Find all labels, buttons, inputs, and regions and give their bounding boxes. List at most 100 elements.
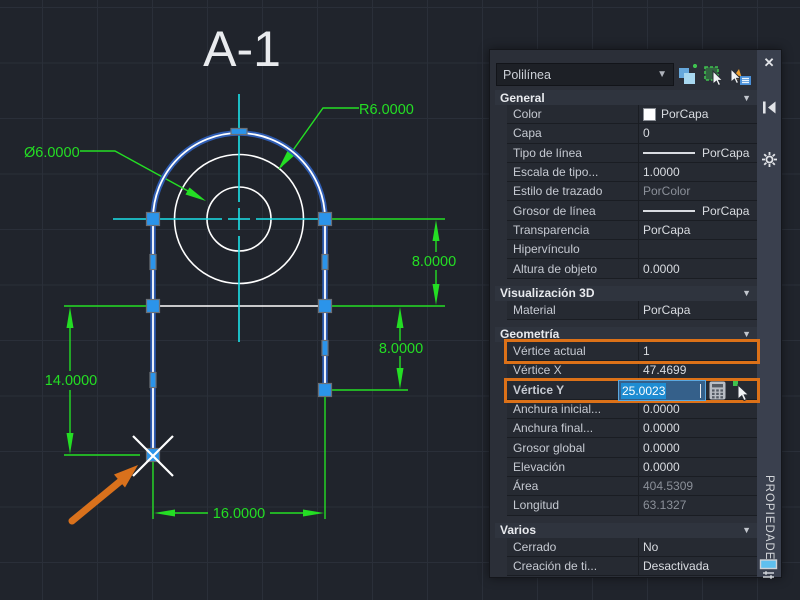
properties-palette-icon [759,559,779,586]
property-value[interactable]: 0.0000 [638,259,757,278]
pickadd-toggle-button[interactable] [675,62,700,87]
property-label: Elevación [513,459,566,474]
property-value-text: 0.0000 [643,440,680,455]
midpoint-grip[interactable] [149,371,157,389]
section-header-varios[interactable]: Varios ▼ [495,522,757,538]
vertex-x-marker [132,435,174,477]
property-value[interactable]: 0.0000 [638,438,757,457]
chevron-down-icon: ▼ [657,69,667,80]
vertex-grip[interactable] [317,298,333,314]
dim-text-left: 14.0000 [45,373,97,389]
property-value[interactable]: PorCapa [638,105,757,124]
vertex-grip[interactable] [145,211,161,227]
vertex-grip[interactable] [145,298,161,314]
dim-text-right-lower: 8.0000 [379,341,423,357]
pick-point-button[interactable] [731,379,751,404]
section-title: Varios [500,523,537,538]
property-value[interactable] [638,240,757,259]
palette-titlebar: ✕ PROPIEDADES [757,50,781,579]
property-value[interactable]: 1.0000 [638,162,757,182]
select-objects-button[interactable] [701,62,726,87]
property-value-text: PorColor [643,184,691,199]
property-value[interactable]: PorCapa [638,220,757,240]
auto-hide-icon[interactable] [762,99,777,115]
vertex-y-input[interactable]: 25.0023 [618,380,706,402]
object-type-dropdown[interactable]: Polilínea ▼ [496,63,674,86]
calculator-button[interactable] [709,381,726,403]
property-value-text: 1.0000 [643,165,680,180]
pickadd-toggle-icon [678,63,697,84]
section-header-visualizacion-3d[interactable]: Visualización 3D ▼ [495,285,757,301]
polyline-grips[interactable] [145,127,333,463]
radius-label: R6.0000 [359,102,414,118]
midpoint-grip[interactable] [321,253,329,271]
property-value-text: PorCapa [643,302,691,317]
vertex-grip[interactable] [317,382,333,398]
property-row-capa: Capa 0 [507,124,757,144]
midpoint-grip[interactable] [149,253,157,271]
midpoint-grip-arc[interactable] [230,127,248,136]
vertex-grip[interactable] [317,211,333,227]
property-value[interactable]: 0 [638,124,757,143]
quick-select-button[interactable] [727,62,752,87]
property-value-text: 0.0000 [643,402,680,416]
property-row-anchura-inicial: Anchura inicial... 0.0000 [507,399,757,420]
property-value[interactable]: 0.0000 [638,457,757,477]
property-label: Tipo de línea [513,145,582,160]
property-label: Creación de ti... [513,559,598,574]
section-collapse-icon[interactable]: ▼ [742,329,751,340]
text-cursor [700,383,701,398]
property-label: Área [513,479,539,494]
property-label: Anchura inicial... [513,402,602,416]
property-value-text: 0.0000 [643,459,680,474]
property-value[interactable]: No [638,537,757,556]
property-value: 63.1327 [638,496,757,515]
settings-gear-icon[interactable] [761,151,778,167]
palette-sections: General ▼ Color PorCapa Capa 0 Tipo de línea Po… [490,90,760,583]
midpoint-grip[interactable] [321,339,329,357]
property-row-vertice-actual: Vértice actual 1 [504,338,760,365]
palette-title-vertical[interactable]: PROPIEDADES [763,474,776,570]
centerlines [113,94,331,342]
property-row-creacion-de-ti: Creación de ti... Desactivada [507,556,757,577]
property-value[interactable]: 1 [638,341,757,361]
property-value-text: PorCapa [661,107,709,122]
property-value-text: 0 [643,126,650,141]
property-value: PorColor [638,182,757,201]
property-row-area: Área 404.5309 [507,477,757,497]
pick-cursor-icon [733,380,750,401]
property-value[interactable]: PorCapa [638,143,757,162]
property-value[interactable]: PorCapa [638,300,757,319]
property-value[interactable]: 0.0000 [638,399,757,419]
property-value[interactable]: 47.4699 [638,361,757,380]
property-value[interactable]: PorCapa [638,201,757,220]
section-title: General [500,90,545,105]
section-collapse-icon[interactable]: ▼ [742,525,751,536]
linetype-sample [643,151,695,154]
section-header-geometria[interactable]: Geometría ▼ [495,326,757,342]
property-row-vertice-x: Vértice X 47.4699 [507,361,757,381]
dim-text-bottom: 16.0000 [213,506,265,522]
property-label: Material [513,302,556,317]
property-row-grosor-de-linea: Grosor de línea PorCapa [507,201,757,221]
object-type-value: Polilínea [503,67,551,82]
section-collapse-icon[interactable]: ▼ [742,92,751,103]
property-value-text: PorCapa [702,203,750,218]
property-label: Anchura final... [513,421,594,436]
property-label: Vértice Y [513,382,565,397]
property-value-text: 47.4699 [643,363,687,378]
property-row-elevacion: Elevación 0.0000 [507,457,757,478]
property-value[interactable]: Desactivada [638,556,757,576]
property-value[interactable]: 0.0000 [638,419,757,438]
section-title: Visualización 3D [500,286,595,301]
property-row-altura-de-objeto: Altura de objeto 0.0000 [507,259,757,279]
property-label: Color [513,107,542,122]
section-collapse-icon[interactable]: ▼ [742,288,751,299]
property-row-hipervinculo: Hipervínculo [507,240,757,260]
calculator-icon [709,381,726,400]
property-row-escala-de-tipo: Escala de tipo... 1.0000 [507,162,757,183]
section-header-general[interactable]: General ▼ [495,90,757,105]
close-icon[interactable]: ✕ [763,55,775,70]
property-label: Longitud [513,498,560,513]
property-row-longitud: Longitud 63.1327 [507,496,757,516]
